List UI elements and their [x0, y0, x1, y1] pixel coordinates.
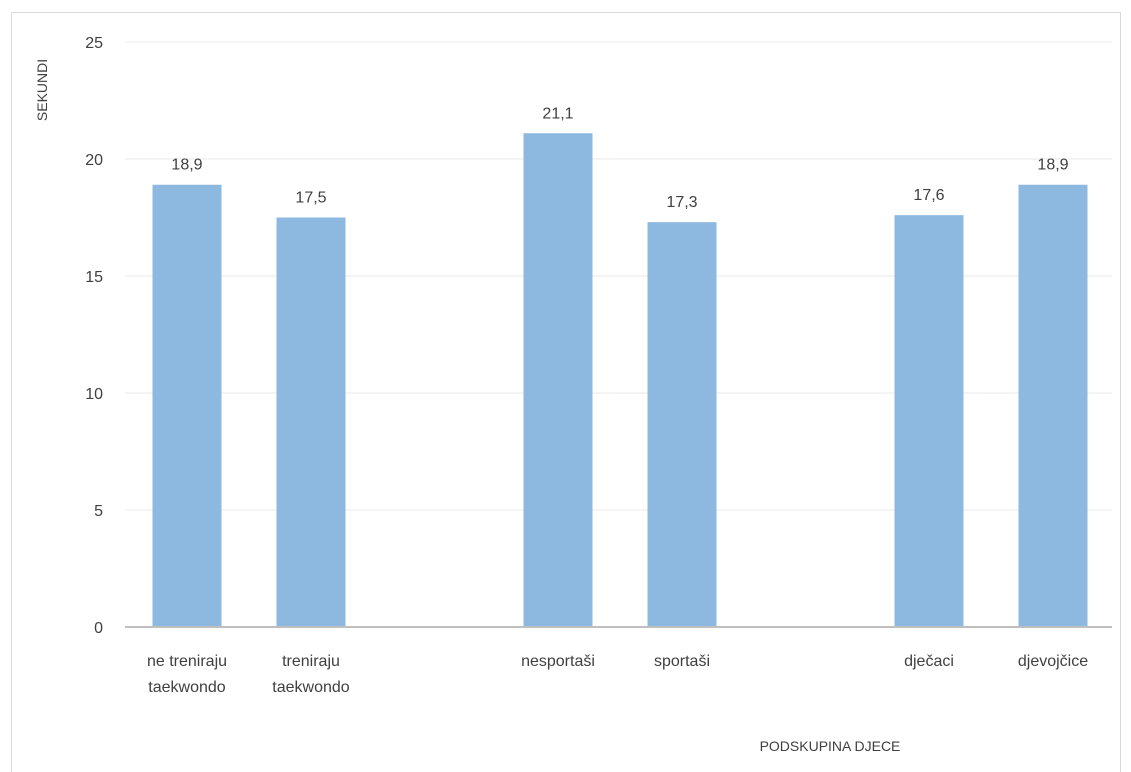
y-tick-label: 20	[85, 152, 103, 169]
y-tick-label: 0	[94, 620, 103, 637]
data-label: 17,3	[666, 194, 697, 211]
category-labels: ne treniraju taekwondo treniraju taekwondo n…	[147, 653, 1088, 696]
y-axis-title: SEKUNDI	[34, 59, 50, 121]
gridlines	[125, 41, 1112, 511]
chart-frame	[11, 12, 1121, 772]
bar	[1018, 184, 1088, 628]
data-labels: 18,9 17,5 21,1 17,3 17,6 18,9	[171, 105, 1068, 211]
x-axis-title: PODSKUPINA DJECE	[760, 738, 901, 754]
y-tick-label: 15	[85, 269, 103, 286]
y-tick-labels: 0 5 10 15 20 25	[85, 35, 103, 637]
data-label: 17,5	[295, 190, 326, 207]
category-label: djevojčice	[1018, 653, 1088, 670]
bar	[523, 133, 593, 627]
data-label: 17,6	[913, 187, 944, 204]
category-label: nesportaši	[521, 653, 595, 670]
bar	[647, 222, 717, 627]
data-label: 18,9	[1037, 157, 1068, 174]
y-tick-label: 5	[94, 503, 103, 520]
category-label: treniraju	[282, 653, 340, 670]
category-label: dječaci	[904, 653, 954, 670]
category-label: taekwondo	[148, 679, 225, 696]
category-label: ne treniraju	[147, 653, 227, 670]
bar	[894, 215, 964, 627]
category-label: sportaši	[654, 653, 710, 670]
bar	[276, 217, 346, 627]
bars	[152, 133, 1088, 628]
category-label: taekwondo	[272, 679, 349, 696]
data-label: 21,1	[542, 105, 573, 122]
y-tick-label: 25	[85, 35, 103, 52]
data-label: 18,9	[171, 157, 202, 174]
bar	[152, 184, 222, 628]
y-tick-label: 10	[85, 386, 103, 403]
